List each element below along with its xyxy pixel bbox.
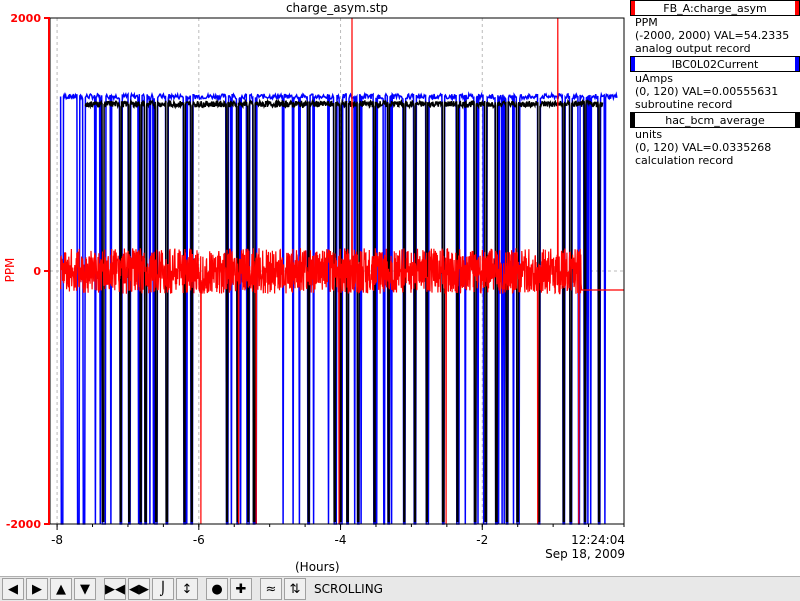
legend-units: PPM (635, 16, 658, 29)
series-line-red (60, 17, 624, 525)
zoom-circle-icon[interactable]: ● (206, 578, 228, 600)
plot-area[interactable]: -8 -6 -4 -2 2000 0 -2000 (0, 0, 630, 576)
add-plus-icon[interactable]: ✚ (230, 578, 252, 600)
sort-icon[interactable]: ⇅ (284, 578, 306, 600)
legend-name-box[interactable]: FB_A:charge_asym (630, 0, 800, 16)
legend-swatch-black (631, 113, 635, 127)
left-arrow-icon[interactable]: ◀ (2, 578, 24, 600)
legend-entry[interactable]: IBC0L02Current uAmps (0, 120) VAL=0.0055… (630, 56, 800, 111)
x-tick-label: -6 (193, 533, 205, 547)
legend-swatch-blue (631, 57, 635, 71)
timestamp-date: Sep 18, 2009 (545, 547, 625, 561)
graph-icon[interactable]: ≈ (260, 578, 282, 600)
legend-swatch-black (795, 113, 799, 127)
legend-entry[interactable]: FB_A:charge_asym PPM (-2000, 2000) VAL=5… (630, 0, 800, 55)
legend-swatch-red (795, 1, 799, 15)
legend-entry[interactable]: hac_bcm_average units (0, 120) VAL=0.033… (630, 112, 800, 167)
timestamp-time: 12:24:04 (571, 533, 625, 547)
chart-title: charge_asym.stp (285, 1, 389, 15)
legend-type: calculation record (635, 154, 734, 167)
toolbar: ◀ ▶ ▲ ▼ ▶◀ ◀▶ ⌡ ↕ ● ✚ ≈ ⇅ SCROLLING (0, 576, 800, 601)
legend-name: IBC0L02Current (671, 57, 759, 71)
legend-range: (0, 120) VAL=0.0335268 (635, 141, 772, 154)
expand-horizontal-icon[interactable]: ▶◀ (104, 578, 126, 600)
legend-swatch-blue (795, 57, 799, 71)
down-arrow-icon[interactable]: ▼ (74, 578, 96, 600)
y-tick-label: 0 (33, 265, 41, 278)
series-line-black (84, 98, 604, 523)
legend-name-box[interactable]: IBC0L02Current (630, 56, 800, 72)
legend-name: FB_A:charge_asym (663, 1, 767, 15)
x-tick-label: -4 (335, 533, 347, 547)
y-tick-label: -2000 (6, 518, 42, 531)
x-axis-label: (Hours) (295, 560, 340, 574)
legend-swatch-red (631, 1, 635, 15)
legend: FB_A:charge_asym PPM (-2000, 2000) VAL=5… (630, 0, 800, 168)
timestamp: 12:24:04 Sep 18, 2009 (545, 533, 625, 561)
legend-type: analog output record (635, 42, 751, 55)
compress-vertical-icon[interactable]: ↕ (176, 578, 198, 600)
series-layer (59, 17, 624, 525)
legend-name: hac_bcm_average (665, 113, 765, 127)
status-text: SCROLLING (314, 582, 383, 596)
expand-vertical-icon[interactable]: ⌡ (152, 578, 174, 600)
legend-range: (0, 120) VAL=0.00555631 (635, 85, 779, 98)
axes: -8 -6 -4 -2 2000 0 -2000 (6, 12, 625, 547)
y-axis-label: PPM (3, 257, 17, 283)
compress-horizontal-icon[interactable]: ◀▶ (128, 578, 150, 600)
legend-units: uAmps (635, 72, 673, 85)
x-tick-label: -8 (51, 533, 63, 547)
up-arrow-icon[interactable]: ▲ (50, 578, 72, 600)
legend-name-box[interactable]: hac_bcm_average (630, 112, 800, 128)
legend-range: (-2000, 2000) VAL=54.2335 (635, 29, 790, 42)
series-line-blue (59, 91, 618, 525)
y-tick-label: 2000 (10, 12, 41, 25)
legend-type: subroutine record (635, 98, 733, 111)
right-arrow-icon[interactable]: ▶ (26, 578, 48, 600)
x-tick-label: -2 (476, 533, 488, 547)
legend-units: units (635, 128, 663, 141)
